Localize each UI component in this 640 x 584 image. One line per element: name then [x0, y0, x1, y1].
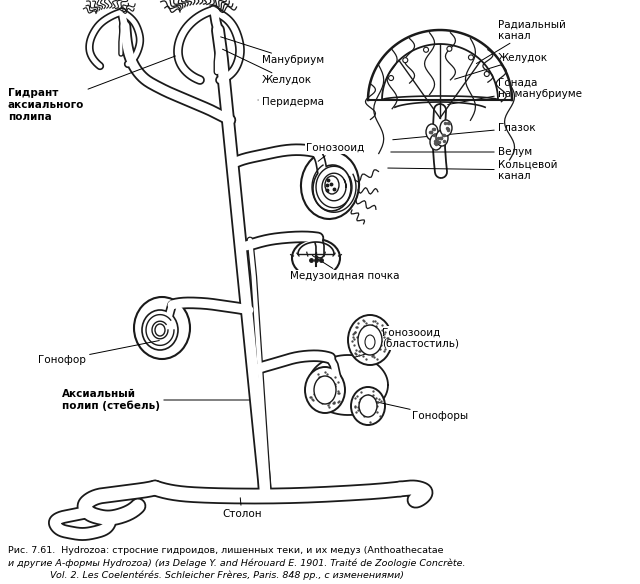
Ellipse shape: [142, 310, 178, 350]
Text: Радиальный
канал: Радиальный канал: [476, 19, 566, 64]
Circle shape: [424, 47, 429, 53]
Ellipse shape: [292, 239, 340, 277]
Circle shape: [447, 46, 452, 51]
Ellipse shape: [430, 134, 442, 150]
Ellipse shape: [358, 325, 382, 355]
Ellipse shape: [426, 124, 438, 140]
Ellipse shape: [351, 387, 385, 425]
Text: Велум: Велум: [391, 147, 532, 157]
Circle shape: [388, 75, 394, 81]
Ellipse shape: [313, 165, 351, 211]
Text: Желудок: Желудок: [223, 49, 312, 85]
Circle shape: [484, 71, 489, 77]
Ellipse shape: [305, 367, 345, 413]
Ellipse shape: [325, 176, 339, 194]
Text: Аксиальный
полип (стебель): Аксиальный полип (стебель): [62, 389, 249, 411]
Ellipse shape: [436, 130, 448, 146]
Text: и другие А-формы Hydrozoa) (из Delage Y. and Hérouard E. 1901. Traité de Zoologi: и другие А-формы Hydrozoa) (из Delage Y.…: [8, 558, 465, 568]
Ellipse shape: [314, 376, 336, 404]
Text: Гидрант
аксиального
полипа: Гидрант аксиального полипа: [8, 56, 175, 121]
Text: Гонада
на манубриуме: Гонада на манубриуме: [448, 77, 582, 105]
Text: Столон: Столон: [222, 498, 262, 519]
Text: Перидерма: Перидерма: [258, 97, 324, 107]
Text: Гонофор: Гонофор: [38, 340, 159, 365]
Ellipse shape: [348, 315, 392, 365]
Text: Рис. 7.61.  Hydrozoa: стросние гидроидов, лишенных теки, и их медуз (Anthoatheca: Рис. 7.61. Hydrozoa: стросние гидроидов,…: [8, 546, 444, 555]
Text: Глазок: Глазок: [393, 123, 536, 140]
Text: Гонозооид
(бластостиль): Гонозооид (бластостиль): [355, 327, 459, 357]
Circle shape: [403, 58, 408, 62]
Ellipse shape: [134, 297, 190, 359]
Text: Гонофоры: Гонофоры: [371, 401, 468, 421]
Text: Кольцевой
канал: Кольцевой канал: [388, 159, 557, 181]
Text: Гонозооид: Гонозооид: [306, 143, 364, 161]
Ellipse shape: [301, 151, 359, 219]
Ellipse shape: [365, 335, 375, 349]
Ellipse shape: [359, 395, 377, 417]
Circle shape: [468, 55, 474, 60]
Ellipse shape: [155, 324, 165, 336]
Text: Манубриум: Манубриум: [221, 37, 324, 65]
Ellipse shape: [440, 120, 452, 136]
Text: Vol. 2. Les Coelentérés. Schleicher Frères, Paris. 848 pp., с изменениями): Vol. 2. Les Coelentérés. Schleicher Frèr…: [50, 570, 404, 579]
Text: Медузоидная почка: Медузоидная почка: [290, 255, 399, 281]
Text: Желудок: Желудок: [454, 53, 548, 79]
